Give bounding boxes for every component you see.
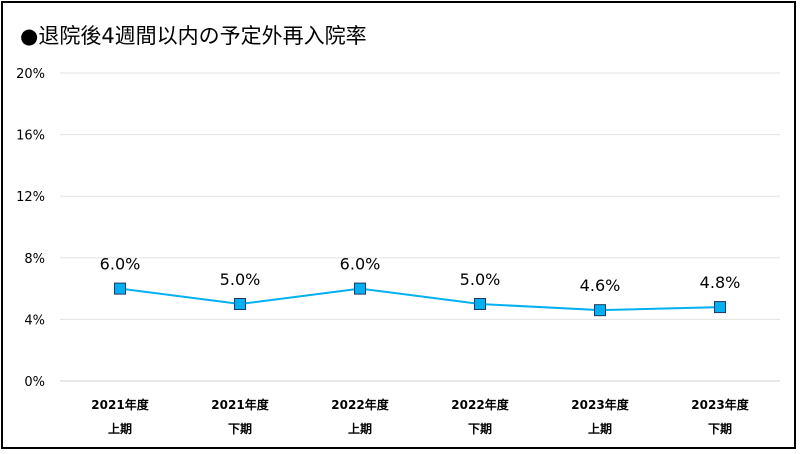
data-point-marker [594,304,606,317]
x-tick-label-year: 2022年度 [331,397,389,412]
y-tick-label: 16% [16,129,45,144]
data-label: 5.0% [460,270,501,289]
x-tick-label-half: 上期 [588,421,612,436]
x-tick-label-year: 2023年度 [571,397,629,412]
data-point-marker [474,298,486,310]
x-tick-label-year: 2021年度 [91,397,149,412]
data-label: 5.0% [220,270,261,289]
y-tick-label: 4% [24,313,45,328]
x-tick-label-year: 2021年度 [211,397,269,412]
series-line [119,287,721,312]
x-tick-label-half: 下期 [228,421,252,436]
data-label: 4.6% [580,276,621,295]
x-tick-label-half: 上期 [348,421,372,436]
data-point-marker [354,282,366,295]
x-tick-label-year: 2023年度 [691,397,749,412]
data-point-marker [114,282,126,295]
data-label: 4.8% [700,273,741,292]
data-point-marker [234,298,246,310]
y-tick-label: 0% [24,375,45,390]
x-tick-label-half: 下期 [468,421,492,436]
data-label: 6.0% [100,255,141,274]
data-label: 6.0% [340,255,381,274]
data-point-marker [714,301,726,314]
y-tick-label: 8% [24,252,45,267]
chart-title: ●退院後4週間以内の予定外再入院率 [20,24,367,48]
y-tick-label: 12% [16,190,45,205]
x-tick-label-half: 上期 [108,421,132,436]
x-tick-label-half: 下期 [708,421,732,436]
x-tick-label-year: 2022年度 [451,397,509,412]
y-tick-label: 20% [16,67,45,82]
